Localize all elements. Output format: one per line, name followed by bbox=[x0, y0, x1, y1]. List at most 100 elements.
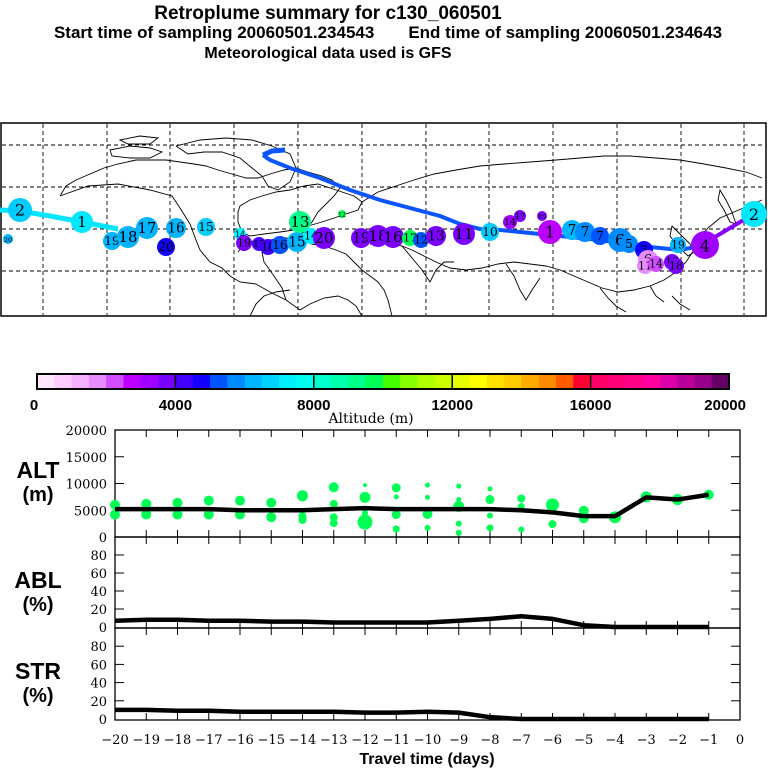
x-tick-label: −15 bbox=[258, 733, 285, 748]
colorbar-cell bbox=[694, 374, 713, 389]
alt-cluster-point bbox=[362, 509, 368, 516]
x-tick-label: −1 bbox=[699, 733, 718, 748]
alt-cluster-point bbox=[172, 509, 183, 520]
alt-cluster-point bbox=[455, 520, 462, 527]
colorbar-label: Altitude (m) bbox=[327, 411, 413, 427]
x-tick-label: −13 bbox=[320, 733, 347, 748]
map-cluster-label: 19 bbox=[104, 234, 119, 248]
colorbar-cell bbox=[711, 374, 730, 389]
map-cluster-marker: 1 bbox=[71, 211, 93, 233]
alt-cluster-point bbox=[329, 513, 338, 522]
alt-y-tick-label: 5000 bbox=[74, 504, 107, 519]
alt-cluster-point bbox=[422, 508, 433, 519]
colorbar-cell bbox=[37, 374, 55, 389]
map-cluster-marker: 17 bbox=[136, 217, 158, 239]
abl-panel: 0 20 40 60 80 bbox=[90, 536, 741, 636]
map-cluster-label: 7 bbox=[568, 223, 577, 239]
colorbar-cell bbox=[348, 374, 367, 389]
map-cluster-label: 20 bbox=[158, 240, 173, 254]
map-cluster-circle bbox=[426, 226, 446, 246]
map-cluster-marker: 15 bbox=[197, 218, 215, 236]
map-cluster-circle bbox=[287, 232, 307, 252]
alt-mean-line bbox=[115, 492, 710, 519]
x-tick-label: −2 bbox=[668, 733, 687, 748]
map-cluster-marker: 14 bbox=[648, 256, 664, 272]
alt-cluster-point bbox=[266, 512, 277, 523]
alt-panel: 0 5000 10000 15000 20000 bbox=[66, 424, 741, 546]
colorbar-tick-label: 0 bbox=[30, 397, 38, 414]
map-cluster-circle bbox=[741, 201, 767, 227]
alt-panel-unit: (m) bbox=[22, 484, 53, 506]
map-cluster-marker: 18 bbox=[117, 226, 139, 248]
alt-cluster-point bbox=[172, 497, 183, 508]
map-cluster-marker: 19 bbox=[236, 235, 252, 251]
alt-cluster-point bbox=[425, 482, 430, 488]
alt-cluster-point bbox=[235, 495, 245, 506]
alt-cluster-point bbox=[357, 514, 373, 530]
colorbar-cell bbox=[279, 374, 297, 389]
alt-cluster-point bbox=[456, 483, 462, 489]
abl-y-tick-label: 60 bbox=[90, 567, 107, 582]
map-cluster-circle bbox=[691, 231, 719, 259]
colorbar-cell bbox=[469, 374, 488, 389]
map-cluster-marker: 19 bbox=[670, 237, 686, 253]
alt-cluster-point bbox=[455, 529, 462, 536]
colorbar-cell bbox=[486, 374, 505, 389]
map-cluster-marker: 20 bbox=[3, 234, 13, 244]
greenland-outline bbox=[175, 137, 297, 191]
map-cluster-circle bbox=[136, 217, 158, 239]
x-tick-label: −6 bbox=[543, 733, 562, 748]
map-cluster-marker: 2 bbox=[741, 201, 767, 227]
colorbar-cell bbox=[365, 374, 384, 389]
trajectory-line-arctic-start bbox=[261, 147, 286, 158]
map-cluster-label: 13 bbox=[291, 213, 310, 231]
colorbar-cell bbox=[383, 374, 401, 389]
map-cluster-circle bbox=[71, 211, 93, 233]
colorbar-cell bbox=[400, 374, 418, 389]
alt-cluster-point bbox=[363, 483, 367, 488]
map-cluster-circle bbox=[591, 227, 609, 245]
map-cluster-marker: 20 bbox=[157, 238, 175, 256]
map-cluster-circle bbox=[166, 218, 186, 238]
start-time-label: Start time of sampling 20060501.234543 bbox=[53, 23, 375, 42]
colorbar-cell bbox=[244, 374, 263, 389]
map-cluster-circle bbox=[236, 235, 252, 251]
x-tick-label: −11 bbox=[383, 733, 410, 748]
map-cluster-label: 10 bbox=[482, 225, 497, 239]
alt-y-tick-label: 10000 bbox=[66, 478, 107, 493]
map-cluster-marker: 19 bbox=[103, 232, 121, 250]
alt-cluster-point bbox=[298, 515, 307, 524]
str-y-tick-label: 0 bbox=[99, 713, 107, 728]
map-coastlines bbox=[59, 135, 763, 317]
colorbar-cell bbox=[54, 374, 72, 389]
x-tick-label: −8 bbox=[480, 733, 499, 748]
map-cluster-circle bbox=[413, 232, 429, 248]
map-cluster-label: 6 bbox=[615, 230, 625, 249]
colorbar-cell bbox=[659, 374, 678, 389]
alt-cluster-point bbox=[487, 486, 493, 492]
abl-y-tick-label: 40 bbox=[90, 585, 107, 600]
chart-title: Retroplume summary for c130_060501 bbox=[154, 3, 502, 24]
map-cluster-label: 15 bbox=[198, 220, 213, 234]
map-cluster-marker: 16 bbox=[166, 218, 186, 238]
kamchatka-outline bbox=[717, 188, 737, 225]
map-cluster-circle bbox=[8, 198, 32, 222]
x-tick-label: −17 bbox=[195, 733, 222, 748]
abl-panel-unit: (%) bbox=[22, 594, 53, 616]
map-cluster-circle bbox=[382, 226, 404, 248]
alt-cluster-point bbox=[391, 510, 401, 520]
map-cluster-marker: 19 bbox=[351, 228, 371, 248]
map-cluster-circle bbox=[117, 226, 139, 248]
colorbar-cell bbox=[521, 374, 540, 389]
x-tick-label: 0 bbox=[736, 733, 744, 748]
colorbar-tick-label: 8000 bbox=[297, 397, 330, 414]
alt-y-tick-label: 20000 bbox=[66, 424, 107, 439]
x-tick-label: −19 bbox=[133, 733, 160, 748]
alt-cluster-point bbox=[424, 524, 431, 531]
colorbar-frame bbox=[36, 373, 730, 390]
abl-y-tick-label: 20 bbox=[90, 603, 107, 618]
alt-cluster-point bbox=[517, 494, 526, 503]
str-y-tick-label: 40 bbox=[90, 677, 107, 692]
alt-cluster-point bbox=[328, 482, 339, 493]
